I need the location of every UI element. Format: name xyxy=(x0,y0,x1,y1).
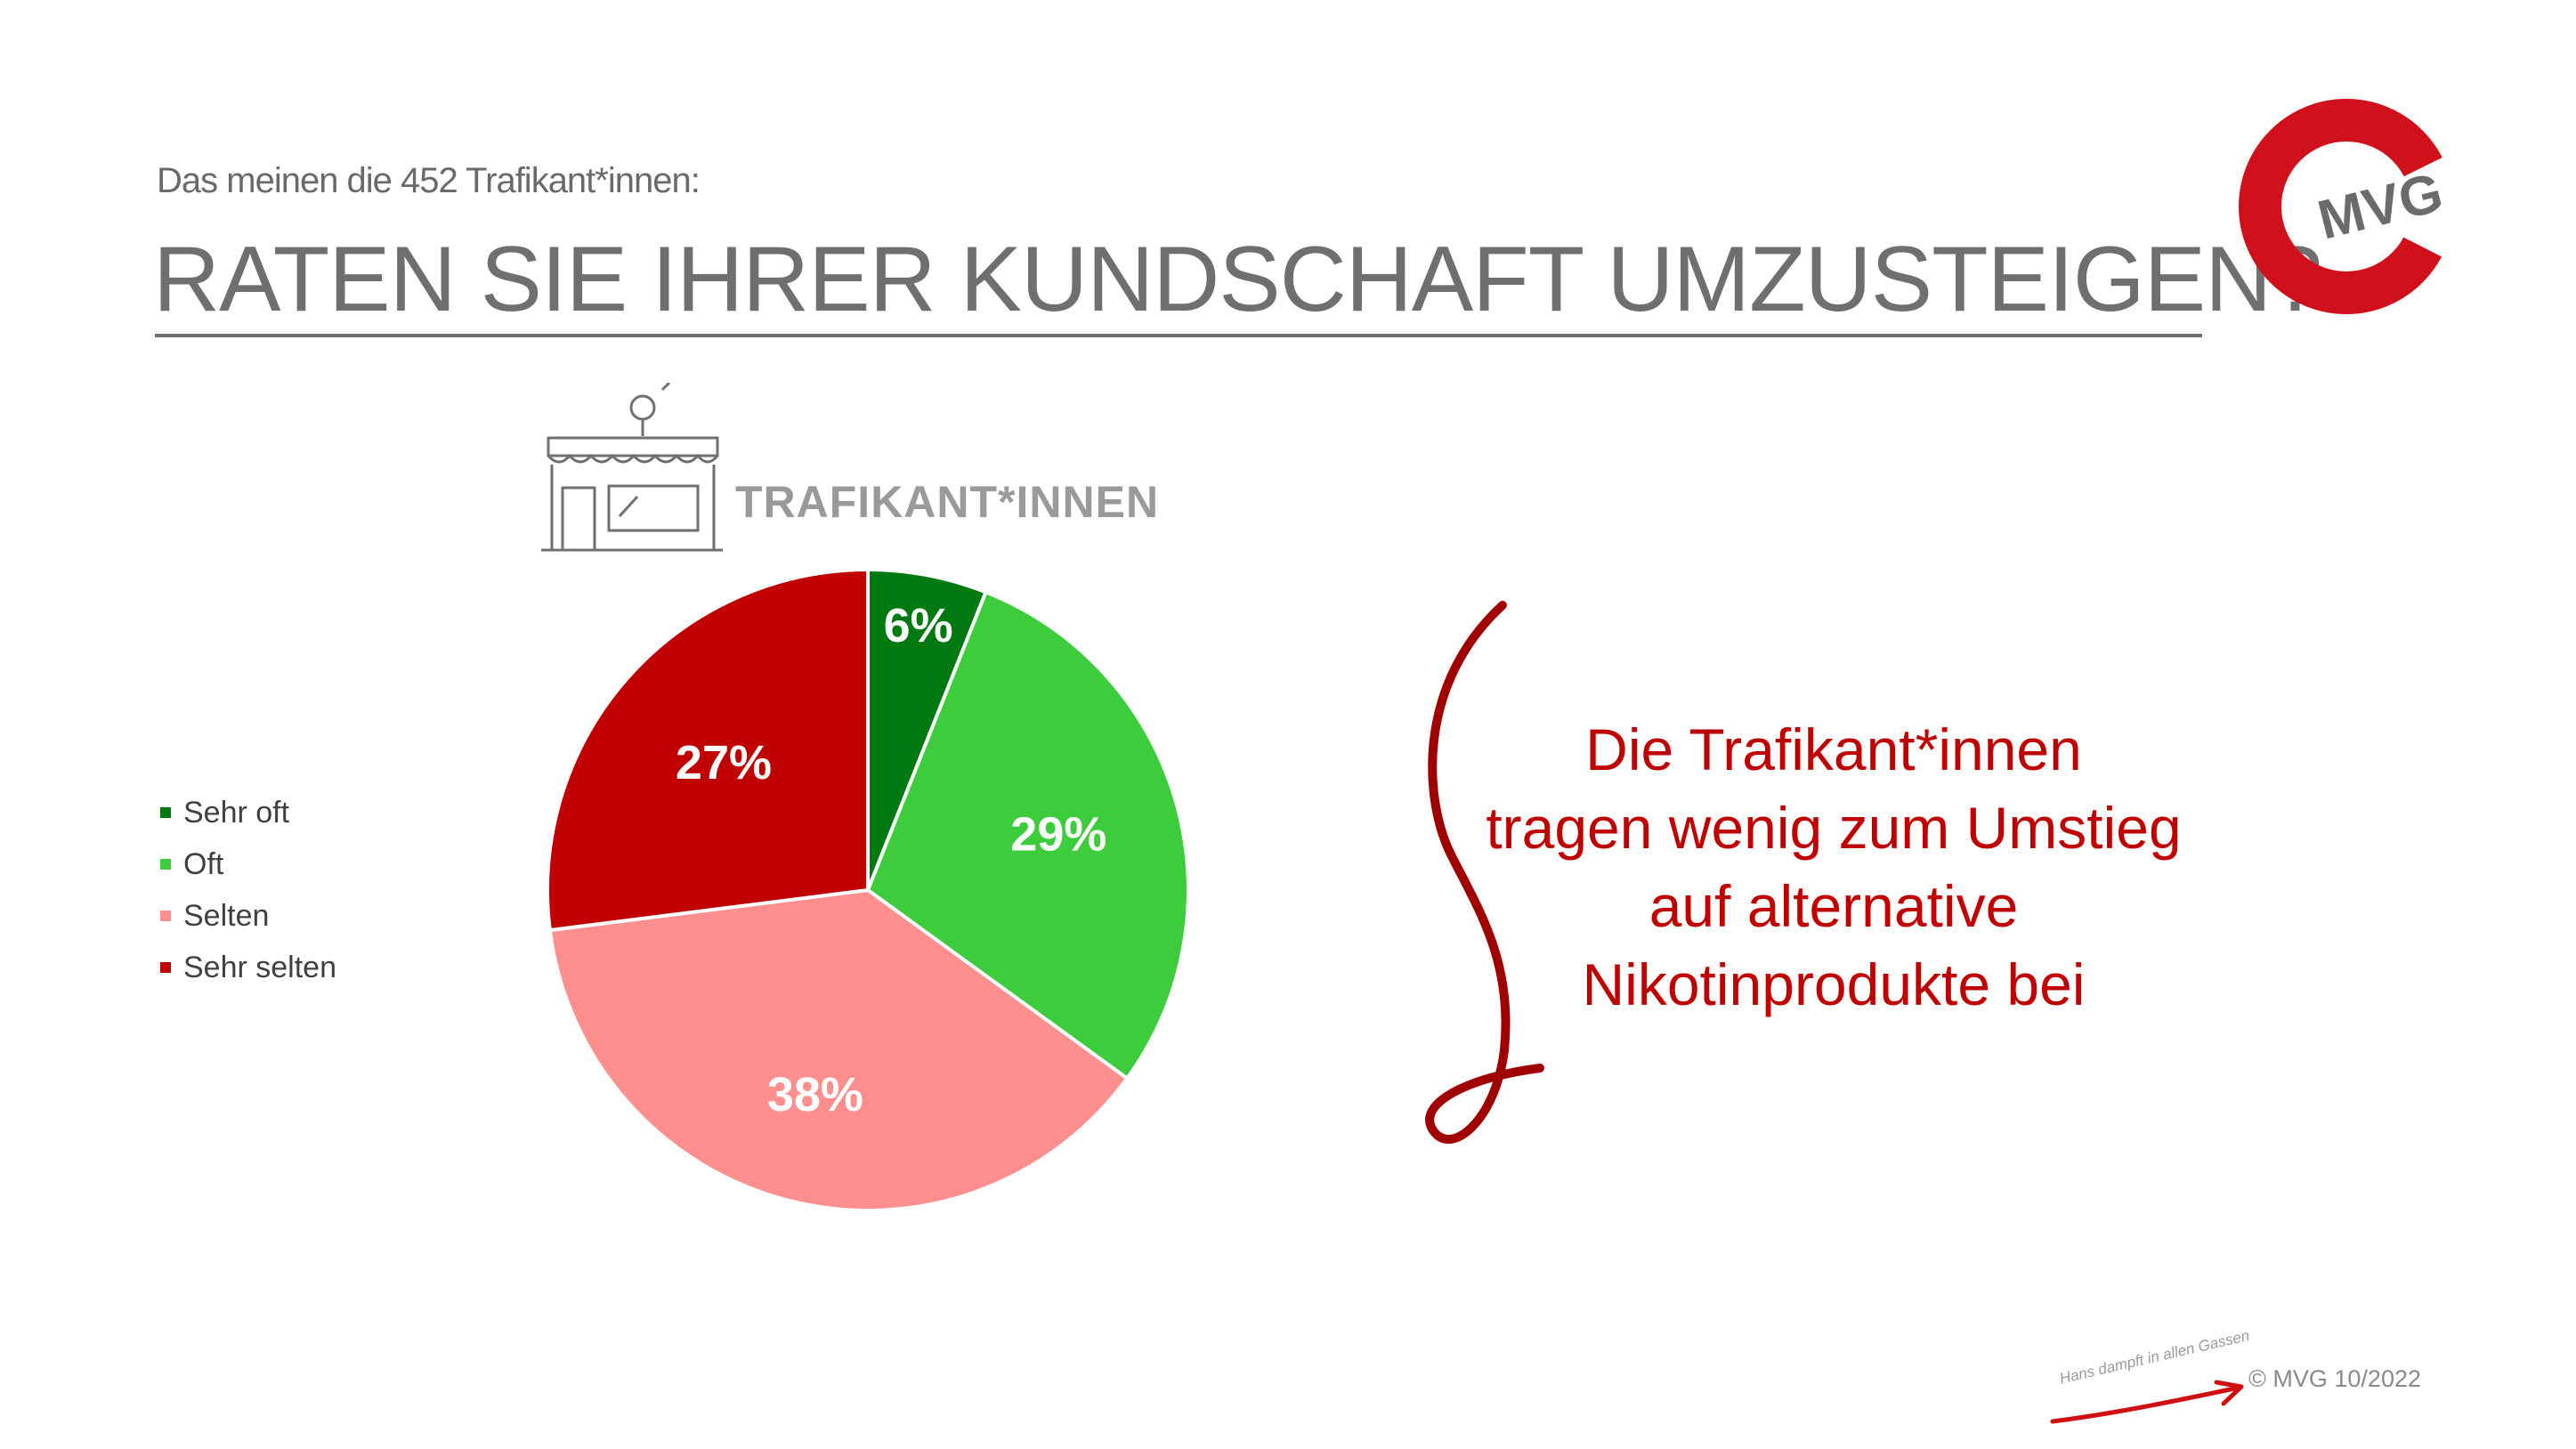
pie-slice-oft xyxy=(865,589,1190,1081)
legend-item-oft: Oft xyxy=(160,838,336,890)
category-label: TRAFIKANT*INNEN xyxy=(735,477,1160,527)
red-arrow-icon xyxy=(2050,1380,2244,1424)
pie-data-label: 29% xyxy=(1010,808,1106,862)
subtitle: Das meinen die 452 Trafikant*innen: xyxy=(157,161,701,200)
pie-slice-sehr-selten xyxy=(546,567,870,933)
legend-swatch xyxy=(160,911,171,921)
legend-item-sehr-selten: Sehr selten xyxy=(160,942,336,993)
page-title: RATEN SIE IHRER KUNDSCHAFT UMZUSTEIGEN? xyxy=(153,228,2322,331)
legend-label: Sehr oft xyxy=(183,795,290,830)
callout-text: Die Trafikant*innen tragen wenig zum Ums… xyxy=(1433,710,2234,1024)
legend-item-sehr-oft: Sehr oft xyxy=(160,787,336,838)
footer-credit: © MVG 10/2022 xyxy=(2248,1365,2421,1392)
pie-slice-selten xyxy=(547,887,1130,1212)
curly-brace-icon xyxy=(1425,601,1544,1144)
mvg-logo-icon: MVG xyxy=(2239,99,2459,314)
kiosk-shop-icon xyxy=(541,383,723,552)
pie-data-label: 6% xyxy=(884,599,953,652)
legend-swatch xyxy=(160,807,171,818)
callout-line: Die Trafikant*innen xyxy=(1585,716,2082,782)
legend-swatch xyxy=(160,859,171,870)
legend-label: Sehr selten xyxy=(183,950,336,984)
legend-label: Selten xyxy=(183,898,270,933)
title-underline xyxy=(155,334,2202,337)
chart-legend: Sehr oft Oft Selten Sehr selten xyxy=(160,787,336,993)
pie-slice-sehr-oft xyxy=(866,567,989,891)
callout-line: tragen wenig zum Umstieg xyxy=(1486,795,2182,861)
legend-swatch xyxy=(160,962,171,973)
pie-data-label: 38% xyxy=(767,1068,863,1121)
callout-line: auf alternative xyxy=(1648,873,2019,939)
legend-item-selten: Selten xyxy=(160,890,336,942)
pie-data-label: 27% xyxy=(676,736,772,789)
callout-line: Nikotinprodukte bei xyxy=(1582,951,2086,1017)
legend-label: Oft xyxy=(183,846,224,881)
